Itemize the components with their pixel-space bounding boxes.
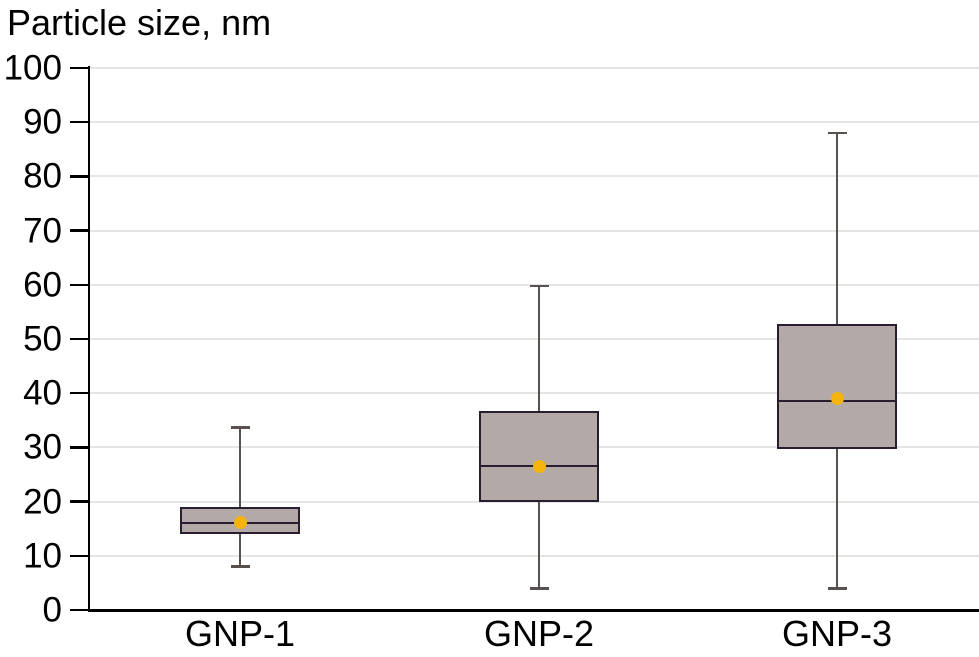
mean-dot [233, 515, 247, 529]
gridline [90, 175, 979, 178]
y-axis-tick [70, 121, 88, 124]
y-tick-label: 40 [23, 373, 62, 413]
whisker-cap-upper [827, 131, 847, 135]
gridline [90, 500, 979, 503]
y-axis-tick [70, 337, 88, 341]
gridline [90, 229, 979, 232]
y-axis-line [87, 66, 90, 612]
y-tick-label: 100 [3, 48, 62, 88]
gridline [90, 67, 979, 69]
y-tick-label: 50 [23, 319, 62, 359]
whisker-cap-upper [230, 426, 250, 429]
x-category-label: GNP-3 [781, 613, 893, 654]
y-tick-label: 70 [23, 211, 62, 251]
gridline [90, 121, 979, 124]
y-axis-tick [70, 175, 88, 178]
y-axis-tick [70, 283, 88, 286]
whisker-cap-lower [230, 565, 250, 568]
y-axis-tick [70, 608, 88, 612]
gridline [90, 338, 979, 340]
y-axis-tick [70, 229, 88, 232]
whisker-cap-upper [529, 284, 549, 288]
y-axis-tick [70, 554, 88, 557]
y-axis-tick [70, 392, 88, 395]
box [479, 410, 599, 502]
y-axis-tick [70, 500, 88, 503]
whisker-cap-lower [529, 587, 549, 590]
whisker-cap-lower [827, 587, 847, 590]
y-tick-label: 0 [42, 590, 62, 630]
x-axis-line [87, 608, 979, 612]
y-axis-tick [70, 66, 88, 70]
whisker [239, 427, 241, 567]
box [777, 324, 897, 450]
y-tick-label: 30 [23, 427, 62, 467]
y-tick-label: 20 [23, 482, 62, 522]
chart-title: Particle size, nm [7, 2, 272, 43]
y-tick-label: 80 [23, 156, 62, 196]
x-category-label: GNP-1 [184, 613, 296, 654]
mean-dot [830, 392, 844, 406]
x-category-label: GNP-2 [483, 613, 595, 654]
gridline [90, 554, 979, 557]
y-axis-tick [70, 446, 88, 449]
y-tick-label: 10 [23, 536, 62, 576]
y-tick-label: 90 [23, 102, 62, 142]
y-tick-label: 60 [23, 265, 62, 305]
gridline [90, 392, 979, 395]
mean-dot [532, 459, 546, 473]
